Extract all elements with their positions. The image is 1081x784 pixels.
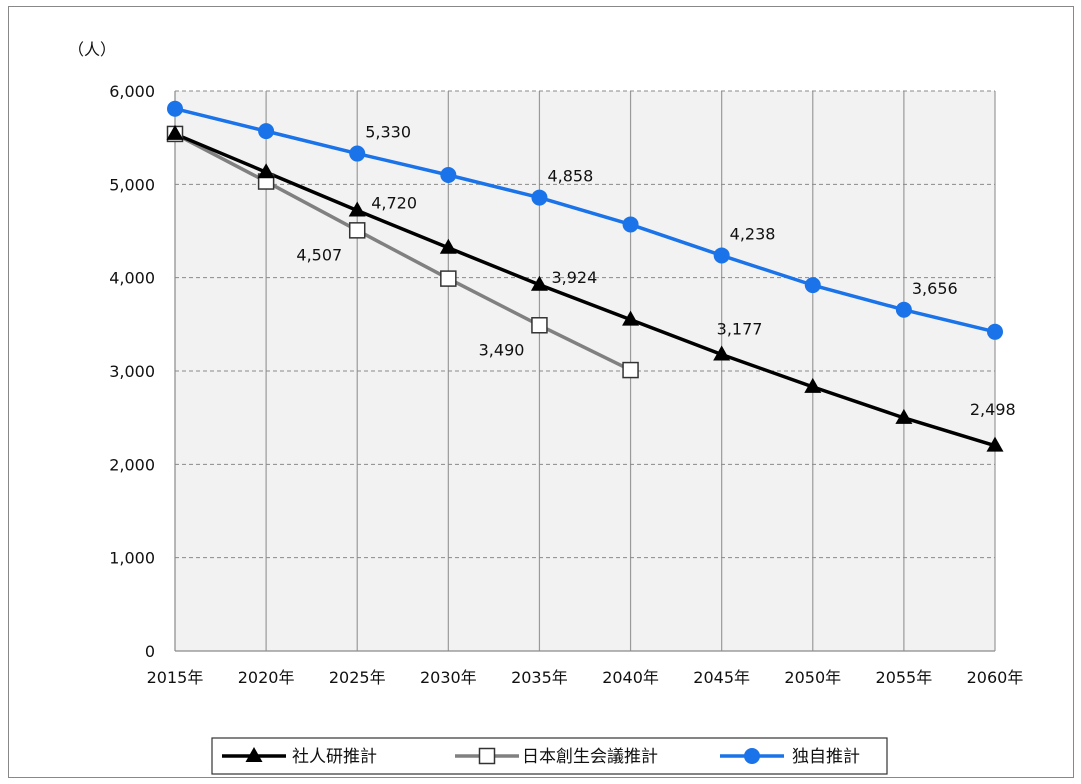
legend-marker <box>478 747 496 765</box>
data-point <box>348 222 366 239</box>
legend-marker <box>245 747 263 762</box>
data-point <box>531 317 548 334</box>
data-point <box>530 275 548 291</box>
data-point <box>987 323 1003 340</box>
data-point <box>440 270 457 287</box>
data-point <box>258 123 275 140</box>
data-point <box>166 124 184 140</box>
data-point <box>531 189 548 206</box>
data-label: 3,177 <box>717 319 763 338</box>
legend-label: 社人研推計 <box>292 747 377 767</box>
data-label: 4,720 <box>371 193 417 212</box>
data-label: 2,498 <box>970 400 1016 419</box>
data-label: 4,507 <box>296 245 342 264</box>
x-tick-label: 2030年 <box>420 668 477 687</box>
data-label: 4,238 <box>730 224 776 243</box>
data-point <box>713 247 730 264</box>
x-tick-label: 2040年 <box>602 668 659 687</box>
y-tick-label: 6,000 <box>109 82 155 101</box>
x-tick-label: 2015年 <box>147 668 204 687</box>
data-point <box>622 216 639 233</box>
data-label: 3,656 <box>912 279 958 298</box>
series-line <box>174 107 996 334</box>
y-tick-label: 1,000 <box>109 549 155 568</box>
legend-marker <box>744 748 760 764</box>
data-point <box>622 361 639 379</box>
x-tick-label: 2050年 <box>784 668 841 687</box>
x-tick-label: 2035年 <box>511 668 568 687</box>
x-tick-label: 2025年 <box>329 668 386 687</box>
horizontal-gridlines <box>175 90 995 559</box>
y-axis-label: （人） <box>68 40 116 59</box>
y-tick-labels: 0 1,000 2,000 3,000 4,000 5,000 6,000 <box>109 82 155 661</box>
data-label: 5,330 <box>365 123 411 142</box>
x-tick-label: 2020年 <box>238 668 295 687</box>
data-point <box>804 377 822 393</box>
legend: 社人研推計 日本創生会議推計 独自推計 <box>211 737 888 775</box>
data-point <box>349 145 366 162</box>
x-tick-label: 2060年 <box>967 668 1024 687</box>
y-tick-label: 3,000 <box>109 362 155 381</box>
y-tick-label: 2,000 <box>109 455 155 474</box>
y-tick-label: 5,000 <box>109 175 155 194</box>
data-point <box>348 201 366 217</box>
series-line <box>174 132 996 448</box>
data-point <box>804 277 821 294</box>
legend-label: 独自推計 <box>792 747 860 767</box>
legend-label: 日本創生会議推計 <box>522 747 658 767</box>
data-point <box>986 436 1004 452</box>
series-line <box>174 132 632 372</box>
y-tick-label: 0 <box>145 642 155 661</box>
x-tick-label: 2055年 <box>876 668 933 687</box>
axes <box>174 91 995 652</box>
y-tick-label: 4,000 <box>109 269 155 288</box>
x-tick-labels: 2015年 2020年 2025年 2030年 2035年 2040年 2045年 2050年… <box>147 668 1024 687</box>
data-point <box>713 345 731 361</box>
data-point <box>167 100 183 117</box>
data-point <box>257 163 275 179</box>
data-point <box>440 167 457 183</box>
data-label: 3,924 <box>551 268 597 287</box>
data-point <box>622 310 640 326</box>
data-point <box>895 301 912 318</box>
data-label: 3,490 <box>479 340 525 359</box>
data-label: 4,858 <box>547 167 593 186</box>
data-point <box>439 238 457 254</box>
data-point <box>895 408 913 424</box>
data-labels: 4,720 3,924 3,177 2,498 4,507 3,490 5,330 4,858… <box>296 123 1015 419</box>
x-tick-label: 2045年 <box>693 668 750 687</box>
series-group <box>166 100 1004 452</box>
